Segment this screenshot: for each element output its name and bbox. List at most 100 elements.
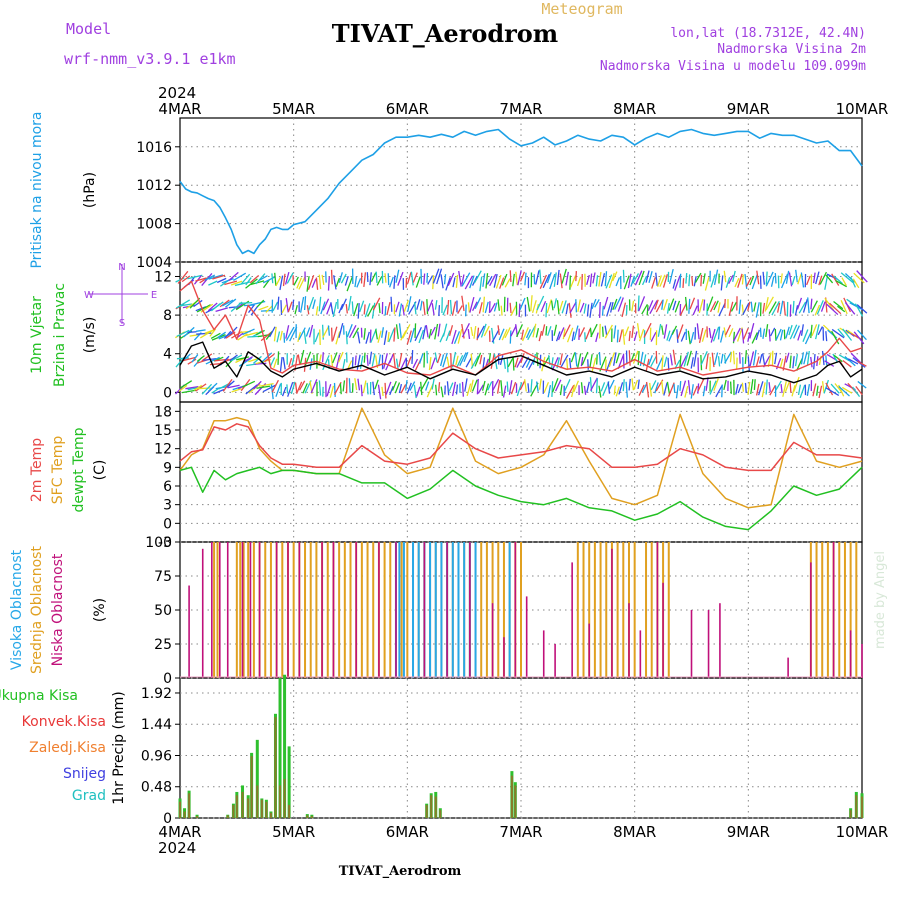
wind-arrow	[221, 277, 234, 284]
wind-arrow	[479, 354, 483, 365]
wind-arrow	[402, 324, 411, 339]
wind-arrow	[583, 303, 587, 314]
wind-unit: (m/s)	[82, 317, 98, 354]
wind-arrow	[253, 380, 262, 390]
wind-arrow	[542, 355, 550, 367]
wind-arrow	[497, 325, 500, 336]
legend-graupel: Grad	[72, 788, 106, 804]
wind-arrow	[738, 352, 741, 364]
wind-arrow	[553, 272, 557, 287]
wind-arrow	[389, 353, 394, 364]
wind-arrow	[175, 357, 185, 368]
wind-arrow	[744, 350, 748, 364]
wind-arrow	[457, 329, 463, 344]
compass-n: N	[118, 262, 125, 273]
x-tick-label-top: 9MAR	[727, 100, 770, 118]
y-tick-label-clouds: 25	[154, 637, 172, 653]
wind-arrow	[674, 275, 681, 291]
wind-arrow	[586, 274, 590, 285]
wind-arrow	[281, 386, 287, 397]
wind-arrow	[383, 353, 388, 369]
wind-arrow	[332, 301, 338, 317]
wind-arrow	[541, 324, 546, 336]
wind-arrow	[804, 331, 812, 345]
wind-arrow	[241, 380, 256, 388]
wind-direction-arrows	[175, 268, 868, 400]
wind-arrow	[719, 330, 725, 343]
total-precip-bar	[255, 739, 259, 818]
wind-arrow	[348, 325, 357, 338]
wind-arrow	[245, 278, 258, 289]
wind-arrow	[646, 305, 649, 316]
wind-arrow	[359, 300, 365, 313]
wind-arrow	[655, 300, 664, 313]
wind-arrow	[351, 357, 354, 369]
wind-arrow	[747, 356, 751, 372]
wind-arrow	[700, 274, 703, 287]
wind-arrow	[662, 298, 668, 311]
mid-cloud-bar	[247, 542, 250, 678]
wind-arrow	[612, 298, 618, 311]
wind-arrow	[271, 273, 274, 284]
wind-arrow	[474, 352, 482, 367]
wind-arrow	[835, 280, 847, 288]
wind-arrow	[604, 325, 608, 336]
wind-arrow	[661, 380, 664, 395]
wind-arrow	[816, 300, 824, 315]
wind-arrow	[354, 276, 358, 288]
wind-arrow	[519, 380, 526, 391]
wind-arrow	[850, 352, 862, 364]
pressure-unit: (hPa)	[82, 172, 98, 208]
low-cloud-bar	[542, 630, 545, 678]
high-cloud-title: Visoka Oblacnost	[9, 549, 25, 670]
y-tick-labels: 1004 1008 1012 1016 0 4 8 12 -3 0 3 6 9 12 15 18 0 25 50 75…	[136, 140, 172, 827]
wind-arrow	[612, 352, 617, 366]
wind-arrow	[575, 299, 578, 313]
wind-arrow	[703, 299, 706, 311]
wind-arrow	[407, 296, 412, 312]
wind-arrow	[469, 275, 475, 289]
high-cloud-bar	[398, 542, 401, 678]
wind-arrow	[337, 351, 344, 363]
wind-arrow	[536, 295, 545, 311]
wind-arrow	[318, 380, 322, 396]
wind-arrow	[464, 378, 468, 392]
wind-arrow	[207, 302, 218, 312]
wind-arrow	[624, 326, 630, 337]
wind-arrow	[338, 272, 343, 283]
low-cloud-bar	[611, 548, 613, 678]
low-cloud-bar	[554, 644, 556, 678]
low-cloud-bar	[469, 542, 471, 678]
wind-arrow	[286, 384, 289, 394]
wind-arrow	[785, 270, 790, 284]
wind-arrow	[298, 380, 306, 391]
legend-snow: Snijeg	[63, 766, 106, 782]
wind-arrow	[514, 357, 519, 368]
wind-arrow	[745, 277, 752, 287]
wind-arrow	[732, 327, 741, 342]
wind-arrow	[315, 277, 319, 290]
wind-arrow	[321, 274, 325, 285]
low-cloud-bar	[258, 542, 261, 678]
year-top: 2024	[158, 84, 196, 102]
wind-arrow	[710, 274, 716, 288]
wind-arrow	[273, 358, 278, 369]
wind-arrow	[455, 355, 459, 366]
wind-arrow	[545, 303, 548, 318]
wind-arrow	[275, 276, 282, 287]
wind-arrow	[187, 274, 203, 280]
wind-arrow	[581, 351, 589, 366]
mid-cloud-bar	[633, 542, 636, 678]
wind-arrow	[810, 300, 818, 313]
wind-arrow	[840, 300, 848, 315]
low-cloud-bar	[201, 548, 204, 678]
low-cloud-bar	[588, 623, 590, 678]
wind-arrow	[395, 301, 400, 313]
wind-arrow	[427, 275, 434, 285]
wind-arrow	[377, 330, 382, 343]
wind-arrow	[591, 357, 597, 372]
wind-arrow	[631, 378, 635, 391]
wind-arrow	[229, 354, 238, 362]
footer-station: TIVAT_Aerodrom	[339, 864, 462, 879]
wind-arrow	[414, 326, 422, 342]
